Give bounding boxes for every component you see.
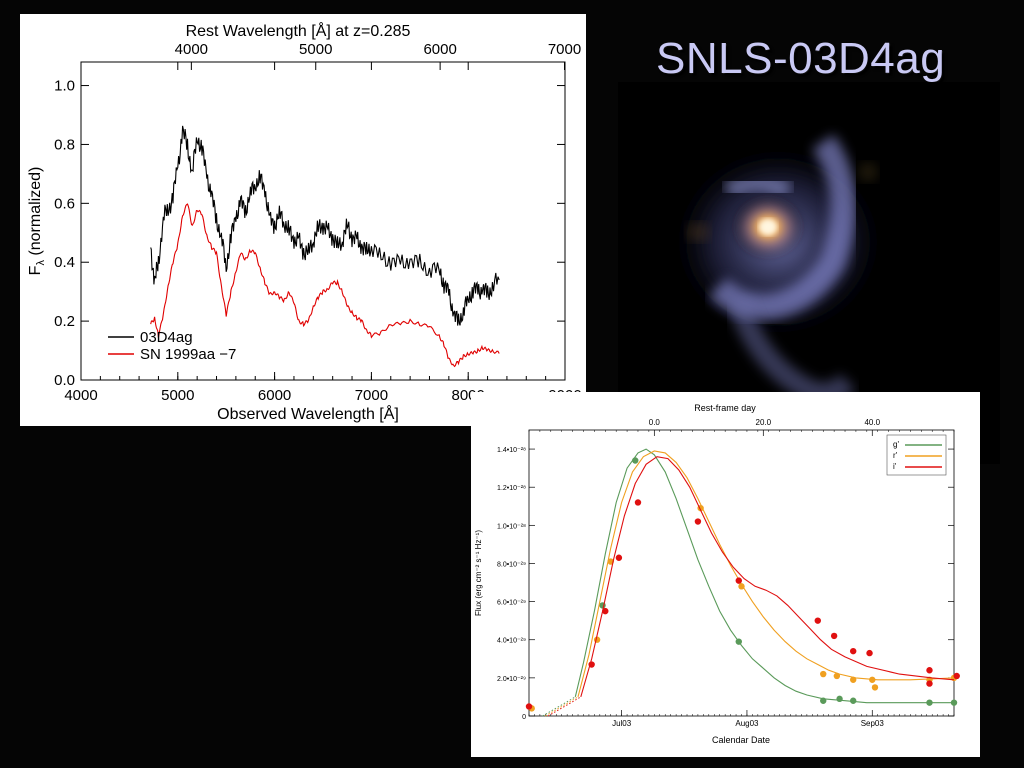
- light-curve-y-tick-label: 1.4•10⁻²⁸: [497, 447, 526, 454]
- light-curve-point-2: [866, 649, 873, 657]
- light-curve-y-tick-label: 0: [522, 714, 526, 721]
- spectrum-y-tick-label: 1.0: [54, 78, 75, 95]
- light-curve-point-2: [953, 672, 960, 680]
- spectrum-x-axis-label: Observed Wavelength [Å]: [217, 404, 399, 423]
- spectrum-y-tick-label: 0.6: [54, 195, 75, 212]
- light-curve-point-2: [634, 499, 642, 506]
- light-curve-top-tick-label: 0.0: [649, 418, 661, 427]
- spectrum-y-axis-label-main: F: [27, 265, 44, 275]
- spectrum-chart-panel: 400050006000700080009000 400050006000700…: [20, 14, 586, 426]
- light-curve-point-2: [602, 607, 609, 615]
- legend-label-sn1999aa: SN 1999aa −7: [140, 346, 236, 363]
- legend-label-03d4ag: 03D4ag: [140, 329, 193, 346]
- light-curve-point-2: [588, 661, 595, 668]
- light-curve-top-tick-label: 20.0: [756, 418, 772, 427]
- light-curve-model-1: [577, 450, 955, 698]
- spectrum-plot-frame: [80, 61, 566, 381]
- light-curve-y-axis-label: Flux (erg cm⁻² s⁻¹ Hz⁻¹): [474, 530, 483, 616]
- light-curve-point-2: [615, 554, 623, 561]
- spectrum-y-axis-label-rest: (normalized): [27, 167, 44, 260]
- light-curve-x-tick-label: Aug03: [735, 719, 759, 728]
- spectrum-series-line-0: [150, 125, 500, 326]
- spectrum-y-tick-label: 0.0: [54, 372, 75, 389]
- light-curve-point-0: [632, 457, 639, 464]
- light-curve-top-tick-label: 40.0: [864, 418, 880, 427]
- light-curve-model-0: [574, 448, 954, 704]
- light-curve-point-2: [814, 617, 821, 624]
- light-curve-y-tick-label: 8.0•10⁻²⁹: [497, 561, 526, 568]
- light-curve-point-2: [849, 647, 857, 655]
- light-curve-model-extension-1: [545, 696, 579, 717]
- light-curve-point-0: [820, 697, 827, 704]
- spectrum-series-line-1: [150, 203, 500, 368]
- light-curve-point-1: [833, 672, 841, 680]
- light-curve-point-1: [869, 676, 876, 683]
- legend-label-g: g': [893, 440, 899, 449]
- legend-label-r: r': [893, 451, 898, 460]
- light-curve-chart-panel: Jul03 Aug03 Sep03 0.0 20.0 40.0 0 2.0•10⁻²⁹ 4.…: [471, 392, 980, 757]
- light-curve-point-0: [849, 697, 857, 704]
- light-curve-y-tick-label: 1.2•10⁻²⁸: [497, 485, 526, 492]
- galaxy-image: [618, 82, 1000, 464]
- spectrum-top-axis-label: Rest Wavelength [Å] at z=0.285: [186, 21, 411, 40]
- legend-label-i: i': [893, 462, 897, 471]
- spectrum-top-tick-label: 5000: [299, 41, 332, 58]
- spectrum-y-axis-label: Fλ (normalized): [27, 167, 47, 276]
- light-curve-point-1: [871, 684, 879, 691]
- light-curve-x-tick-label: Jul03: [612, 719, 632, 728]
- light-curve-x-tick-label: Sep03: [861, 719, 885, 728]
- light-curve-y-tick-label: 1.0•10⁻²⁸: [497, 523, 526, 530]
- spectrum-y-tick-label: 0.2: [54, 313, 75, 330]
- spectrum-legend: 03D4ag SN 1999aa −7: [108, 329, 236, 363]
- light-curve-point-2: [735, 577, 742, 584]
- light-curve-point-0: [735, 638, 742, 645]
- light-curve-point-2: [926, 680, 933, 687]
- light-curve-model-extension-0: [542, 696, 576, 717]
- light-curve-point-0: [926, 699, 933, 706]
- light-curve-point-0: [836, 695, 843, 703]
- light-curve-point-1: [849, 676, 857, 683]
- spectrum-chart: 400050006000700080009000 400050006000700…: [27, 21, 582, 423]
- legend-box: [886, 434, 947, 476]
- light-curve-model-2: [580, 456, 955, 698]
- light-curve-y-tick-label: 6.0•10⁻²⁹: [497, 600, 526, 607]
- light-curve-point-1: [738, 583, 745, 590]
- light-curve-point-0: [950, 699, 958, 706]
- spectrum-top-tick-label: 6000: [423, 41, 456, 58]
- spectrum-y-axis-label-sub: λ: [35, 260, 47, 266]
- spectrum-x-tick-label: 6000: [258, 387, 291, 404]
- spectrum-x-tick-label: 4000: [64, 387, 97, 404]
- light-curve-y-tick-label: 2.0•10⁻²⁹: [497, 676, 526, 683]
- spectrum-y-tick-label: 0.4: [54, 254, 75, 271]
- light-curve-x-axis-label: Calendar Date: [712, 735, 770, 745]
- light-curve-point-2: [525, 703, 533, 710]
- light-curve-model-extension-2: [547, 696, 582, 717]
- light-curve-point-2: [926, 667, 933, 674]
- spectrum-top-tick-label: 4000: [175, 41, 208, 58]
- light-curve-chart: Jul03 Aug03 Sep03 0.0 20.0 40.0 0 2.0•10⁻²⁹ 4.…: [474, 403, 960, 745]
- page-title: SNLS-03D4ag: [656, 34, 946, 83]
- spectrum-y-tick-label: 0.8: [54, 136, 75, 153]
- spectrum-x-tick-label: 7000: [355, 387, 388, 404]
- light-curve-point-1: [820, 670, 827, 678]
- spectrum-x-tick-label: 5000: [161, 387, 194, 404]
- svg-text:Fλ (normalized): Fλ (normalized): [27, 167, 47, 276]
- light-curve-point-2: [830, 632, 838, 640]
- spectrum-top-tick-label: 7000: [548, 41, 581, 58]
- light-curve-legend: g' r' i': [886, 434, 947, 476]
- light-curve-top-axis-label: Rest-frame day: [694, 403, 756, 413]
- light-curve-point-2: [694, 518, 702, 525]
- light-curve-y-tick-label: 4.0•10⁻²⁹: [497, 638, 526, 645]
